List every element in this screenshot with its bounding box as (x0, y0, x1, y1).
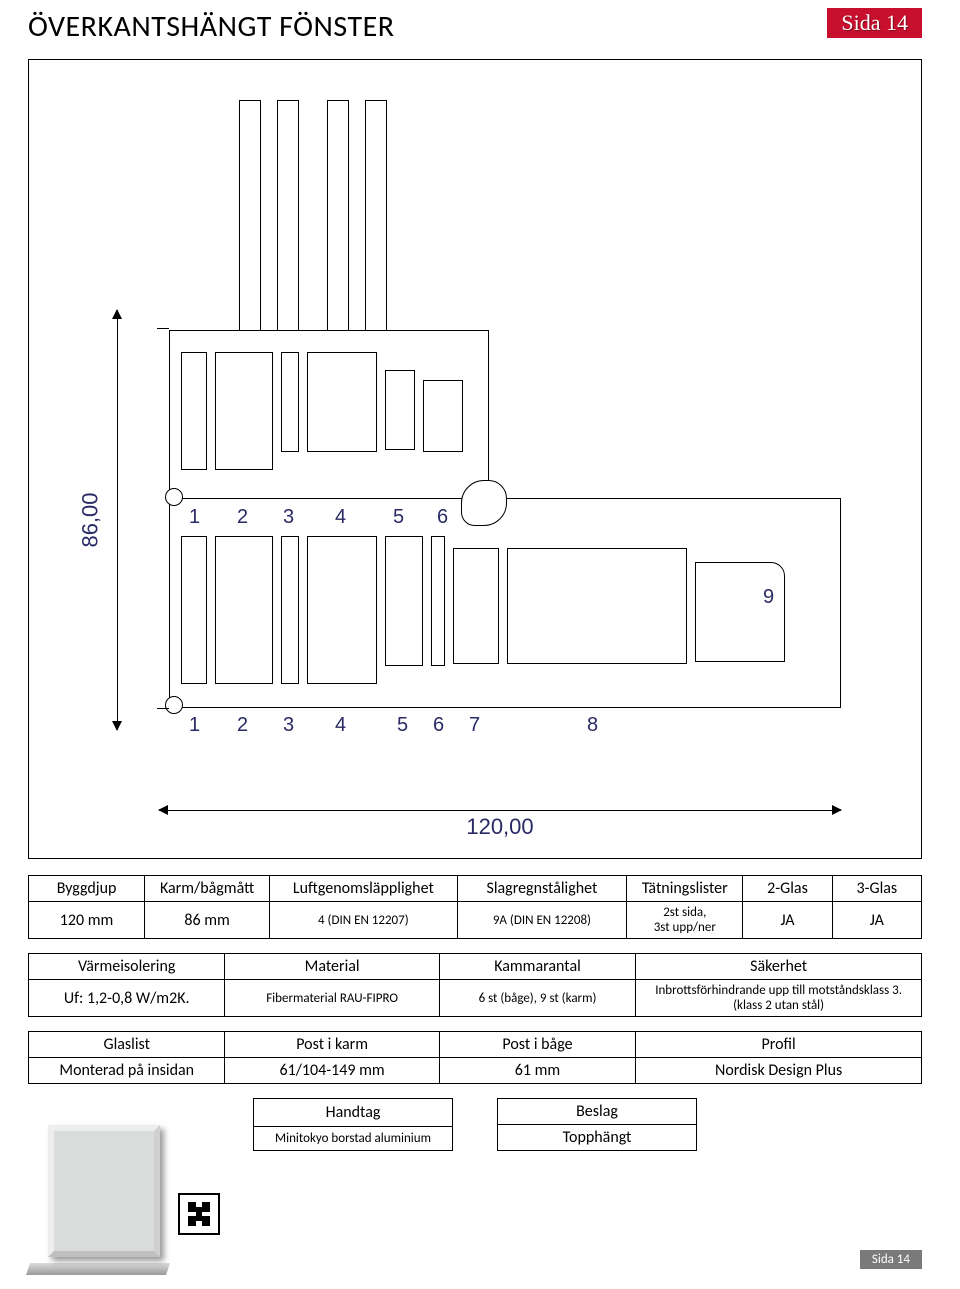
t1-c2: 86 mm (145, 902, 270, 939)
t2-h1: Värmeisolering (29, 954, 225, 980)
table-handtag: Handtag Minitokyo borstad aluminium (253, 1098, 453, 1151)
idx-upper-6: 6 (437, 506, 448, 529)
t1-c5: 2st sida, 3st upp/ner (627, 902, 743, 939)
t1-h1: Byggdjup (29, 876, 145, 902)
diagram-frame: 86,00 120,00 (28, 59, 922, 859)
t3-c3: 61 mm (439, 1058, 635, 1084)
t2-c3: 6 st (båge), 9 st (karm) (439, 980, 635, 1017)
idx-upper-5: 5 (393, 506, 404, 529)
t3-h1: Glaslist (29, 1032, 225, 1058)
t2-h3: Kammarantal (439, 954, 635, 980)
t1-c7: JA (832, 902, 921, 939)
t4l-v: Minitokyo borstad aluminium (254, 1127, 453, 1151)
page-badge: Sida 14 (827, 8, 922, 38)
t1-c3: 4 (DIN EN 12207) (270, 902, 458, 939)
profile-cross-section: 1 2 3 4 5 6 1 2 3 4 5 6 7 8 9 (159, 100, 841, 768)
idx-lower-9: 9 (763, 586, 774, 609)
hinge-icon (178, 1193, 220, 1235)
t1-h6: 2-Glas (743, 876, 832, 902)
t3-h4: Profil (636, 1032, 922, 1058)
t2-c1: Uf: 1,2-0,8 W/m2K. (29, 980, 225, 1017)
idx-lower-1: 1 (189, 714, 200, 737)
idx-upper-2: 2 (237, 506, 248, 529)
idx-lower-4: 4 (335, 714, 346, 737)
t1-c6: JA (743, 902, 832, 939)
idx-lower-5: 5 (397, 714, 408, 737)
dim-horiz-label: 120,00 (462, 814, 537, 840)
dim-vert-label: 86,00 (78, 492, 104, 547)
t2-h2: Material (225, 954, 439, 980)
table-specs-3: Glaslist Post i karm Post i båge Profil … (28, 1031, 922, 1084)
t1-h7: 3-Glas (832, 876, 921, 902)
t1-h5: Tätningslister (627, 876, 743, 902)
table-beslag: Beslag Topphängt (497, 1098, 697, 1151)
t2-c2: Fibermaterial RAU-FIPRO (225, 980, 439, 1017)
dimension-horizontal: 120,00 (159, 794, 841, 834)
t4l-h: Handtag (254, 1099, 453, 1127)
t1-c1: 120 mm (29, 902, 145, 939)
idx-lower-7: 7 (469, 714, 480, 737)
idx-lower-6: 6 (433, 714, 444, 737)
t3-c1: Monterad på insidan (29, 1058, 225, 1084)
t4r-v: Topphängt (498, 1125, 697, 1151)
t1-h2: Karm/bågmått (145, 876, 270, 902)
t1-h3: Luftgenomsläpplighet (270, 876, 458, 902)
page-title: ÖVERKANTSHÄNGT FÖNSTER (28, 8, 395, 45)
t4r-h: Beslag (498, 1099, 697, 1125)
t2-h4: Säkerhet (636, 954, 922, 980)
dimension-vertical: 86,00 (89, 310, 129, 730)
t1-h4: Slagregnstålighet (457, 876, 627, 902)
idx-upper-1: 1 (189, 506, 200, 529)
t1-c4: 9A (DIN EN 12208) (457, 902, 627, 939)
t2-c4: Inbrottsförhindrande upp till motståndsk… (636, 980, 922, 1017)
idx-lower-3: 3 (283, 714, 294, 737)
t3-c4: Nordisk Design Plus (636, 1058, 922, 1084)
t3-h2: Post i karm (225, 1032, 439, 1058)
idx-lower-2: 2 (237, 714, 248, 737)
footer-page-badge: Sida 14 (860, 1250, 922, 1269)
table-specs-2: Värmeisolering Material Kammarantal Säke… (28, 953, 922, 1017)
idx-lower-8: 8 (587, 714, 598, 737)
table-specs-1: Byggdjup Karm/bågmått Luftgenomsläppligh… (28, 875, 922, 939)
idx-upper-4: 4 (335, 506, 346, 529)
t3-c2: 61/104-149 mm (225, 1058, 439, 1084)
idx-upper-3: 3 (283, 506, 294, 529)
t3-h3: Post i båge (439, 1032, 635, 1058)
